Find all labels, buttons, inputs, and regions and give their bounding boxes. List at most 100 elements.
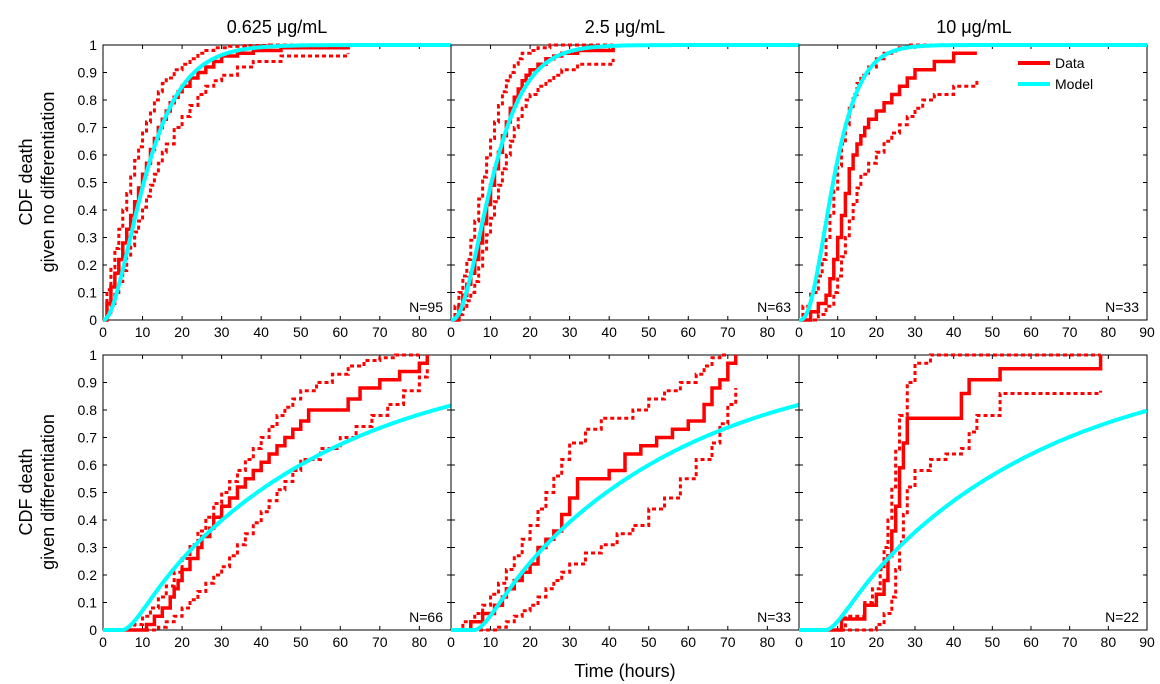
x-tick-label: 0: [99, 634, 107, 650]
x-tick-label: 10: [830, 324, 846, 340]
legend: Data Model: [1018, 55, 1093, 92]
column-title-3: 10 μg/mL: [936, 17, 1011, 37]
series-ci_lower-line: [103, 368, 429, 632]
series-data-line: [451, 355, 738, 632]
panel-top-left: 0 10 20 30 40 50 60 70 8000.10.20.30.40.50.60.70…: [78, 37, 452, 340]
x-tick-label: 20: [522, 324, 538, 340]
column-title-1: 0.625 μg/mL: [227, 17, 327, 37]
x-tick-label: 70: [720, 324, 736, 340]
x-tick-label: 30: [214, 324, 230, 340]
panel-bottom-left: 0 10 20 30 40 50 60 70 8000.10.20.30.40.50.60.70…: [78, 347, 452, 650]
x-tick-label: 80: [1101, 634, 1117, 650]
legend-model-label: Model: [1055, 76, 1093, 92]
series-ci_lower-line: [103, 53, 350, 322]
y-tick-label: 1: [89, 37, 97, 53]
ylabel-row-2-line-1: CDF death: [16, 448, 36, 535]
series-model-line: [451, 43, 799, 322]
x-tick-label: 30: [214, 634, 230, 650]
y-tick-label: 0.8: [78, 92, 98, 108]
y-tick-label: 0.3: [78, 540, 98, 556]
sample-size-label: N=33: [1105, 299, 1139, 315]
x-tick-label: 10: [483, 634, 499, 650]
series-ci_lower-line: [451, 58, 615, 322]
sample-size-label: N=95: [409, 299, 443, 315]
series-model-line: [799, 408, 1147, 632]
series-ci_upper-line: [451, 43, 614, 322]
y-tick-label: 0.4: [78, 512, 98, 528]
x-tick-label: 30: [562, 324, 578, 340]
x-tick-label: 50: [641, 324, 657, 340]
x-tick-label: 20: [174, 634, 190, 650]
x-tick-label: 50: [985, 634, 1001, 650]
panels-group: 0 10 20 30 40 50 60 70 8000.10.20.30.40.50.60.70…: [78, 37, 1155, 650]
y-tick-label: 0.7: [78, 120, 98, 136]
x-tick-label: 30: [907, 324, 923, 340]
x-tick-label: 10: [135, 634, 151, 650]
ylabel-row-1: CDF death given no differentiation: [16, 92, 58, 273]
axes-box: [102, 44, 452, 321]
x-tick-label: 30: [562, 634, 578, 650]
y-tick-label: 0.3: [78, 230, 98, 246]
ylabel-row-1-line-1: CDF death: [16, 138, 36, 225]
series-model-line: [103, 403, 451, 632]
y-tick-label: 0.6: [78, 457, 98, 473]
series-ci_lower-line: [799, 80, 979, 322]
x-tick-label: 60: [332, 324, 348, 340]
axes-box: [450, 44, 800, 321]
series-ci_upper-line: [799, 43, 977, 322]
x-tick-label: 80: [412, 634, 428, 650]
x-tick-label: 0: [795, 634, 803, 650]
y-tick-label: 0.6: [78, 147, 98, 163]
x-tick-label: 80: [1101, 324, 1117, 340]
y-tick-label: 0.2: [78, 567, 98, 583]
x-tick-label: 70: [720, 634, 736, 650]
y-tick-label: 0: [89, 622, 97, 638]
x-tick-label: 60: [1023, 634, 1039, 650]
y-tick-label: 0.5: [78, 485, 98, 501]
sample-size-label: N=66: [409, 609, 443, 625]
series-ci_upper-line: [103, 353, 420, 632]
x-tick-label: 40: [946, 634, 962, 650]
sample-size-label: N=63: [757, 299, 791, 315]
x-tick-label: 40: [946, 324, 962, 340]
x-tick-label: 20: [174, 324, 190, 340]
y-tick-label: 0.9: [78, 375, 98, 391]
series-ci_upper-line: [799, 353, 1101, 632]
axes-box: [450, 354, 800, 631]
series-ci_upper-line: [451, 353, 728, 632]
x-tick-label: 0: [99, 324, 107, 340]
series-data-line: [103, 45, 350, 322]
y-tick-label: 0.1: [78, 595, 98, 611]
x-tick-label: 60: [332, 634, 348, 650]
axes-box: [798, 354, 1148, 631]
ylabel-row-2: CDF death given differentiation: [16, 414, 58, 570]
x-tick-label: 20: [869, 634, 885, 650]
x-tick-label: 10: [483, 324, 499, 340]
panel-top-middle: 0 10 20 30 40 50 60 70 80 N=63: [447, 43, 800, 340]
x-tick-label: 60: [680, 324, 696, 340]
ylabel-row-2-line-2: given differentiation: [38, 414, 58, 570]
x-tick-label: 60: [680, 634, 696, 650]
x-tick-label: 20: [522, 634, 538, 650]
x-tick-label: 70: [1062, 634, 1078, 650]
x-tick-label: 10: [135, 324, 151, 340]
x-tick-label: 50: [293, 324, 309, 340]
series-ci_lower-line: [451, 388, 738, 632]
y-tick-label: 0.5: [78, 175, 98, 191]
x-tick-label: 40: [253, 324, 269, 340]
series-ci_lower-line: [799, 390, 1103, 632]
x-tick-label: 70: [1062, 324, 1078, 340]
x-tick-label: 70: [372, 634, 388, 650]
ylabel-row-1-line-2: given no differentiation: [38, 92, 58, 273]
panel-bottom-middle: 0 10 20 30 40 50 60 70 80 N=33: [447, 353, 800, 650]
x-tick-label: 0: [795, 324, 803, 340]
x-tick-label: 50: [293, 634, 309, 650]
y-tick-label: 0: [89, 312, 97, 328]
x-tick-label: 40: [601, 324, 617, 340]
y-tick-label: 0.9: [78, 65, 98, 81]
x-axis-label: Time (hours): [574, 661, 675, 681]
x-tick-label: 0: [447, 634, 455, 650]
series-model-line: [103, 43, 451, 322]
panel-top-right: 0 10 20 30 40 50 60 70 80 90N=33: [795, 43, 1155, 340]
